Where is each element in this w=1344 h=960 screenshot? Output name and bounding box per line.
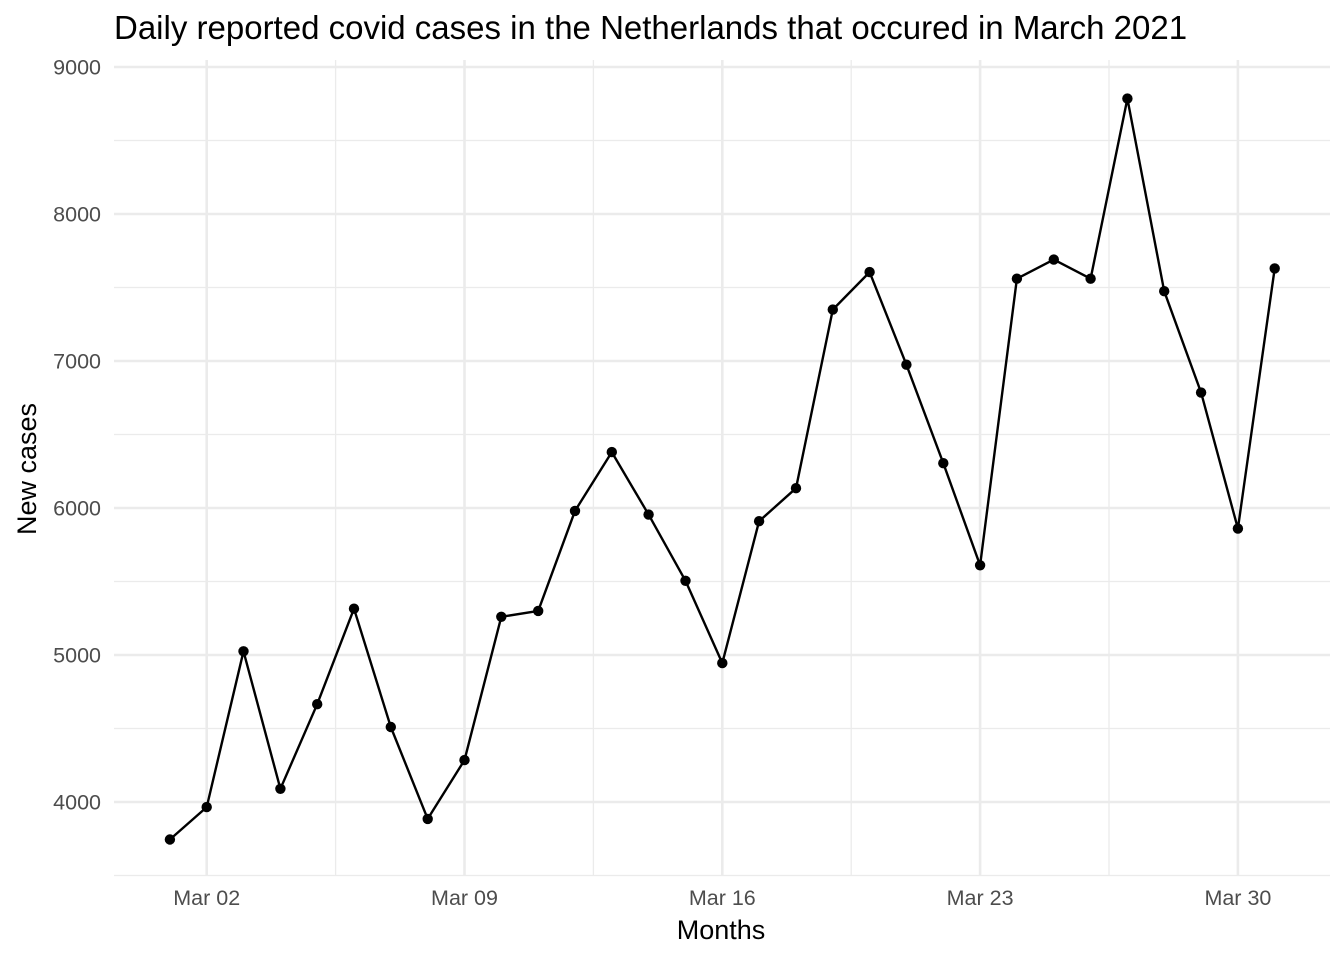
- data-point: [938, 458, 949, 469]
- x-tick-label: Mar 16: [689, 886, 756, 910]
- data-point: [569, 505, 581, 517]
- data-point: [1011, 273, 1023, 284]
- x-tick-label: Mar 09: [431, 886, 498, 910]
- data-point: [348, 603, 360, 614]
- chart-title: Daily reported covid cases in the Nether…: [114, 9, 1187, 46]
- y-tick-label: 5000: [53, 644, 101, 668]
- x-tick-label: Mar 02: [173, 886, 240, 910]
- data-point: [680, 575, 691, 586]
- x-tick-label: Mar 30: [1204, 886, 1271, 910]
- data-point: [901, 359, 912, 370]
- y-tick-label: 4000: [53, 791, 101, 815]
- data-point: [1195, 387, 1207, 398]
- data-point: [164, 834, 176, 845]
- data-point: [459, 754, 470, 766]
- series: [164, 93, 1280, 845]
- data-point: [717, 657, 728, 669]
- x-axis-ticks: Mar 02 Mar 09 Mar 16 Mar 23 Mar 30: [173, 886, 1271, 910]
- data-point: [1159, 286, 1170, 297]
- y-tick-label: 8000: [53, 203, 101, 227]
- data-point: [312, 699, 323, 710]
- data-point: [864, 266, 875, 278]
- data-point: [827, 304, 838, 315]
- data-point: [275, 783, 286, 794]
- data-point: [496, 611, 507, 622]
- data-point: [1048, 254, 1060, 265]
- data-point: [606, 446, 617, 458]
- data-point: [790, 483, 802, 494]
- y-tick-label: 7000: [53, 350, 101, 374]
- data-point: [643, 509, 654, 520]
- data-point: [422, 813, 433, 825]
- data-point: [1085, 273, 1096, 284]
- data-point: [385, 721, 396, 733]
- data-point: [533, 605, 544, 617]
- y-axis-ticks: 4000 5000 6000 7000 8000 9000: [53, 56, 101, 815]
- grid: [114, 60, 1330, 877]
- y-tick-label: 6000: [53, 497, 101, 521]
- x-tick-label: Mar 23: [947, 886, 1014, 910]
- data-point: [238, 646, 249, 657]
- y-tick-label: 9000: [53, 56, 101, 80]
- data-point: [753, 516, 765, 527]
- x-axis-title: Months: [677, 915, 766, 945]
- data-point: [201, 801, 212, 813]
- data-point: [974, 560, 986, 571]
- y-axis-title: New cases: [12, 403, 42, 535]
- data-point: [1122, 93, 1133, 104]
- data-point: [1232, 523, 1244, 534]
- data-point: [1269, 263, 1280, 274]
